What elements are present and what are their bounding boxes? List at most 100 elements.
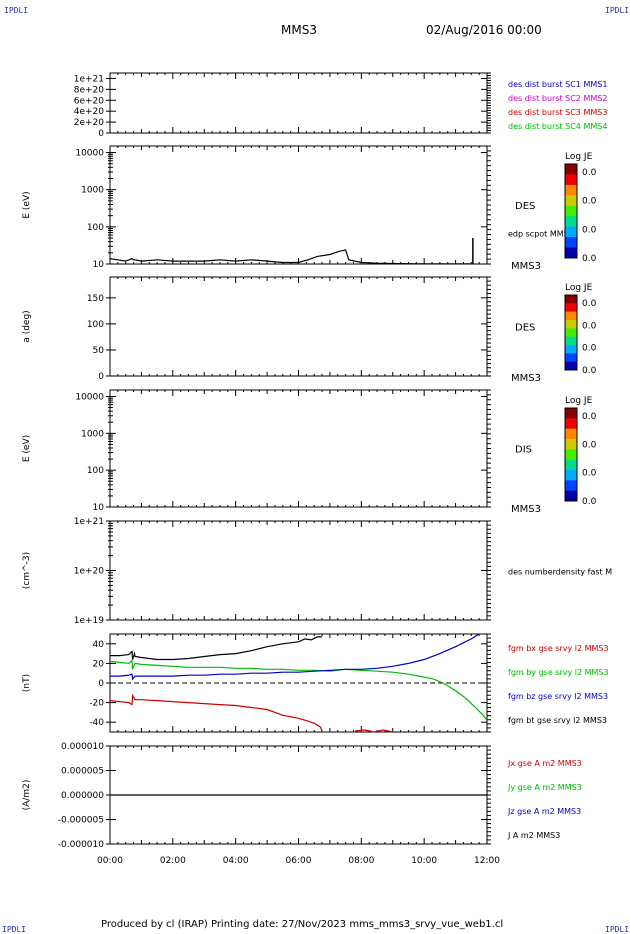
des-energy-colorbar-title: Log JE <box>565 152 593 162</box>
spacecraft-title: MMS3 <box>281 23 317 37</box>
current-density-ytick-label: -0.000005 <box>58 816 104 826</box>
xaxis-tick-label: 10:00 <box>411 856 437 866</box>
magnetic-field-legend-label: fgm bt gse srvy l2 MMS3 <box>508 716 607 725</box>
distribution-counts-ytick-label: 8e+20 <box>74 85 105 95</box>
dis-energy-colorbar-tick: 0.0 <box>582 469 597 479</box>
magnetic-field-series-fragment <box>355 729 393 733</box>
current-density-ytick-label: -0.000010 <box>58 840 104 850</box>
des-energy-side-label: DES <box>515 201 535 212</box>
xaxis-tick-label: 06:00 <box>286 856 312 866</box>
footer-text: Produced by cl (IRAP) Printing date: 27/… <box>101 919 504 930</box>
corner-label-top-left: IPDLI <box>4 6 29 15</box>
corner-label-top-right: IPDLI <box>605 6 630 15</box>
magnetic-field-ytick-label: 0 <box>98 679 104 689</box>
magnetic-field-series-line <box>110 636 323 661</box>
distribution-counts-legend-label: des dist burst SC4 MMS4 <box>508 122 607 131</box>
date-title: 02/Aug/2016 00:00 <box>426 23 542 37</box>
dis-energy-sc-label: MMS3 <box>511 504 541 515</box>
xaxis-tick-label: 08:00 <box>348 856 374 866</box>
des-pitch-ytick-label: 100 <box>87 320 104 330</box>
dis-energy-ytick-label: 1000 <box>81 429 104 439</box>
des-pitch-side-label: DES <box>515 323 535 334</box>
xaxis-tick-label: 00:00 <box>97 856 123 866</box>
dis-energy-side-label: DIS <box>515 445 532 456</box>
dis-energy-colorbar-tick: 0.0 <box>582 440 597 450</box>
current-density-legend-label: J A m2 MMS3 <box>507 831 560 840</box>
des-pitch-colorbar-segment <box>565 345 577 354</box>
dis-energy-colorbar-segment <box>565 459 577 471</box>
dis-energy-colorbar-segment <box>565 408 577 419</box>
corner-label-bottom-right: IPDLI <box>605 925 630 934</box>
magnetic-field-series-line <box>110 633 480 681</box>
des-pitch-colorbar-segment <box>565 303 577 313</box>
des-energy-colorbar-segment <box>565 164 577 175</box>
des-energy-colorbar-segment <box>565 226 577 238</box>
distribution-counts-ytick-label: 2e+20 <box>74 118 105 128</box>
des-energy-colorbar-tick: 0.0 <box>582 197 597 207</box>
des-energy-colorbar-segment <box>565 247 577 259</box>
des-energy-frame <box>109 145 488 265</box>
magnetic-field-ytick-label: -40 <box>89 718 104 728</box>
distribution-counts-ytick-label: 4e+20 <box>74 107 105 117</box>
magnetic-field-series-line <box>109 659 488 721</box>
des-energy-colorbar-tick: 0.0 <box>582 168 597 178</box>
des-pitch-colorbar-segment <box>565 361 577 371</box>
des-energy-ytick-label: 100 <box>87 223 104 233</box>
dis-energy-colorbar-segment <box>565 418 577 430</box>
dis-energy-ytick-label: 100 <box>87 466 104 476</box>
density-frame <box>109 520 488 621</box>
density-ytick-label: 1e+20 <box>74 567 105 577</box>
dis-energy-ytick-label: 10000 <box>75 392 104 402</box>
distribution-counts-legend-label: des dist burst SC2 MMS2 <box>508 94 607 103</box>
des-pitch-frame <box>109 276 488 377</box>
des-energy-colorbar-segment <box>565 216 577 228</box>
des-pitch-colorbar-tick: 0.0 <box>582 299 597 309</box>
des-pitch-colorbar-tick: 0.0 <box>582 344 597 354</box>
des-pitch-colorbar-title: Log JE <box>565 283 593 293</box>
dis-energy-colorbar-frame <box>564 407 578 502</box>
dis-energy-colorbar-segment <box>565 449 577 461</box>
current-density-ylabel: (A/m2) <box>22 780 32 811</box>
des-pitch-ytick-label: 50 <box>93 346 105 356</box>
dis-energy-colorbar-segment <box>565 470 577 481</box>
distribution-counts-ytick-label: 0 <box>98 129 104 139</box>
des-pitch-colorbar-segment <box>565 295 577 304</box>
des-pitch-ytick-label: 150 <box>87 294 104 304</box>
current-density-ytick-label: 0.000000 <box>61 791 104 801</box>
distribution-counts-ytick-label: 1e+21 <box>74 74 104 84</box>
density-ylabel: (cm^-3) <box>22 552 32 589</box>
des-pitch-colorbar-segment <box>565 336 577 346</box>
dis-energy-ylabel: E (eV) <box>22 435 32 462</box>
des-pitch-ylabel: a (deg) <box>22 310 32 342</box>
des-pitch-colorbar-segment <box>565 320 577 329</box>
des-energy-ylabel: E (eV) <box>22 191 32 218</box>
des-energy-colorbar-tick: 0.0 <box>582 254 597 264</box>
distribution-counts-frame <box>109 72 488 134</box>
dis-energy-colorbar-title: Log JE <box>565 396 593 406</box>
dis-energy-ytick-label: 10 <box>93 503 105 513</box>
current-density-legend-label: Jz gse A m2 MMS3 <box>507 807 581 816</box>
des-energy-ytick-label: 10 <box>93 260 105 270</box>
des-pitch-colorbar-segment <box>565 353 577 363</box>
des-energy-colorbar-segment <box>565 205 577 217</box>
dis-energy-frame <box>109 389 488 508</box>
magnetic-field-ytick-label: 20 <box>93 659 105 669</box>
magnetic-field-series-line <box>109 693 323 733</box>
distribution-counts-ytick-label: 6e+20 <box>74 96 105 106</box>
des-pitch-colorbar-tick: 0.0 <box>582 366 597 376</box>
dis-energy-colorbar-segment <box>565 490 577 502</box>
des-energy-colorbar-tick: 0.0 <box>582 225 597 235</box>
current-density-ytick-label: 0.000005 <box>61 767 104 777</box>
magnetic-field-legend-label: fgm bz gse srvy l2 MMS3 <box>508 692 608 701</box>
des-energy-overlay-label: edp scpot MMS3 <box>508 230 574 239</box>
distribution-counts-legend-label: des dist burst SC3 MMS3 <box>508 108 607 117</box>
des-energy-colorbar-segment <box>565 237 577 249</box>
corner-label-bottom-left: IPDLI <box>2 925 27 934</box>
density-ytick-label: 1e+21 <box>74 517 104 527</box>
des-pitch-colorbar-frame <box>564 294 578 371</box>
des-pitch-ytick-label: 0 <box>98 372 104 382</box>
dis-energy-colorbar-segment <box>565 428 577 440</box>
des-energy-sc-label: MMS3 <box>511 261 541 272</box>
current-density-ytick-label: 0.000010 <box>61 742 104 752</box>
